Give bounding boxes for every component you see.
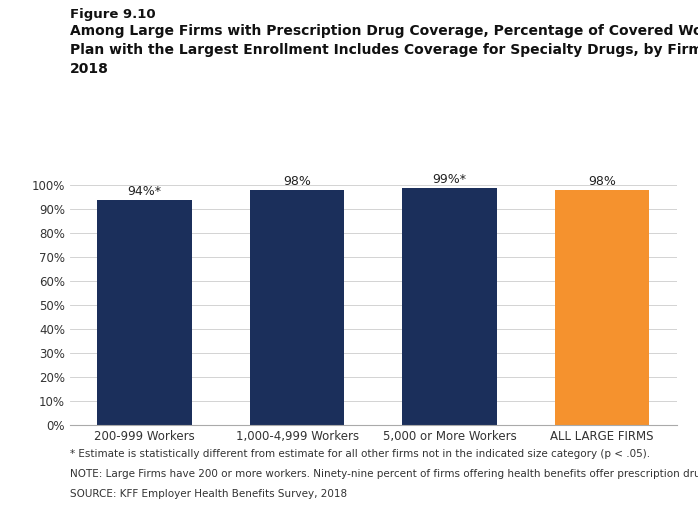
Bar: [250, 190, 344, 425]
Text: Figure 9.10: Figure 9.10: [70, 8, 156, 21]
Text: 94%*: 94%*: [128, 185, 162, 198]
Text: 99%*: 99%*: [433, 173, 467, 186]
Text: 98%: 98%: [283, 175, 311, 188]
Text: SOURCE: KFF Employer Health Benefits Survey, 2018: SOURCE: KFF Employer Health Benefits Sur…: [70, 489, 347, 499]
Bar: [403, 187, 497, 425]
Text: NOTE: Large Firms have 200 or more workers. Ninety-nine percent of firms offerin: NOTE: Large Firms have 200 or more worke…: [70, 469, 698, 479]
Bar: [98, 200, 192, 425]
Text: Among Large Firms with Prescription Drug Coverage, Percentage of Covered Workers: Among Large Firms with Prescription Drug…: [70, 24, 698, 76]
Text: 98%: 98%: [588, 175, 616, 188]
Bar: [555, 190, 649, 425]
Text: * Estimate is statistically different from estimate for all other firms not in t: * Estimate is statistically different fr…: [70, 449, 650, 459]
